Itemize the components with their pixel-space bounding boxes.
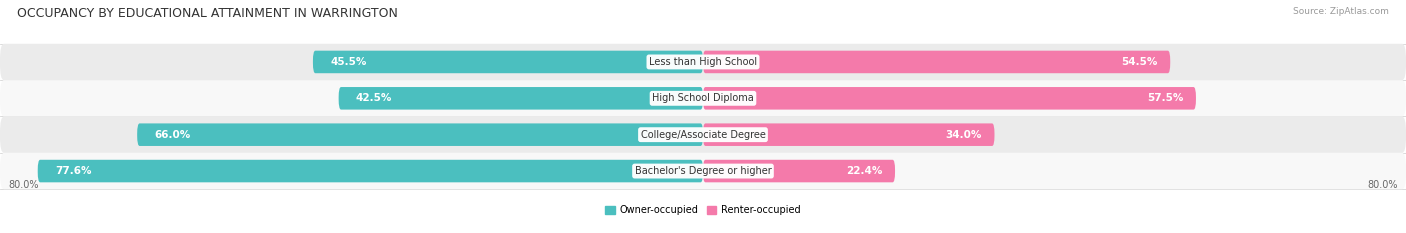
- FancyBboxPatch shape: [38, 160, 703, 182]
- FancyBboxPatch shape: [703, 87, 1197, 110]
- Text: 80.0%: 80.0%: [1367, 180, 1398, 190]
- Text: Source: ZipAtlas.com: Source: ZipAtlas.com: [1294, 7, 1389, 16]
- FancyBboxPatch shape: [0, 80, 1406, 116]
- Text: 45.5%: 45.5%: [330, 57, 367, 67]
- FancyBboxPatch shape: [0, 153, 1406, 189]
- Text: 34.0%: 34.0%: [945, 130, 981, 140]
- Text: 80.0%: 80.0%: [8, 180, 39, 190]
- FancyBboxPatch shape: [0, 44, 1406, 80]
- Text: 42.5%: 42.5%: [356, 93, 392, 103]
- FancyBboxPatch shape: [0, 116, 1406, 153]
- FancyBboxPatch shape: [703, 160, 896, 182]
- FancyBboxPatch shape: [314, 51, 703, 73]
- Legend: Owner-occupied, Renter-occupied: Owner-occupied, Renter-occupied: [602, 201, 804, 219]
- Text: College/Associate Degree: College/Associate Degree: [641, 130, 765, 140]
- Text: 66.0%: 66.0%: [155, 130, 191, 140]
- Text: High School Diploma: High School Diploma: [652, 93, 754, 103]
- FancyBboxPatch shape: [703, 123, 994, 146]
- FancyBboxPatch shape: [339, 87, 703, 110]
- Text: 77.6%: 77.6%: [55, 166, 91, 176]
- FancyBboxPatch shape: [703, 51, 1170, 73]
- Text: 54.5%: 54.5%: [1121, 57, 1157, 67]
- Text: 22.4%: 22.4%: [846, 166, 882, 176]
- Text: Less than High School: Less than High School: [650, 57, 756, 67]
- Text: OCCUPANCY BY EDUCATIONAL ATTAINMENT IN WARRINGTON: OCCUPANCY BY EDUCATIONAL ATTAINMENT IN W…: [17, 7, 398, 20]
- Text: Bachelor's Degree or higher: Bachelor's Degree or higher: [634, 166, 772, 176]
- FancyBboxPatch shape: [138, 123, 703, 146]
- Text: 57.5%: 57.5%: [1147, 93, 1182, 103]
